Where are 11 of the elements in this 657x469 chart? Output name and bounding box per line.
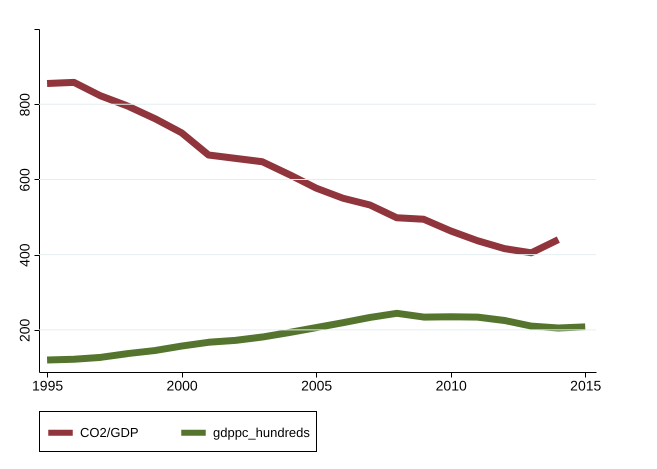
legend-label: CO2/GDP bbox=[80, 424, 139, 440]
x-tick-label: 1995 bbox=[32, 378, 64, 394]
y-tick-label: 200 bbox=[16, 318, 32, 342]
y-tick-label: 400 bbox=[16, 243, 32, 267]
legend-label: gdppc_hundreds bbox=[213, 424, 310, 440]
x-tick-label: 2005 bbox=[301, 378, 332, 394]
y-tick-label: 600 bbox=[16, 168, 32, 192]
x-tick-label: 2010 bbox=[436, 378, 467, 394]
x-tick-label: 2015 bbox=[570, 378, 602, 394]
x-tick-label: 2000 bbox=[166, 378, 198, 394]
y-tick-label: 800 bbox=[16, 92, 32, 116]
